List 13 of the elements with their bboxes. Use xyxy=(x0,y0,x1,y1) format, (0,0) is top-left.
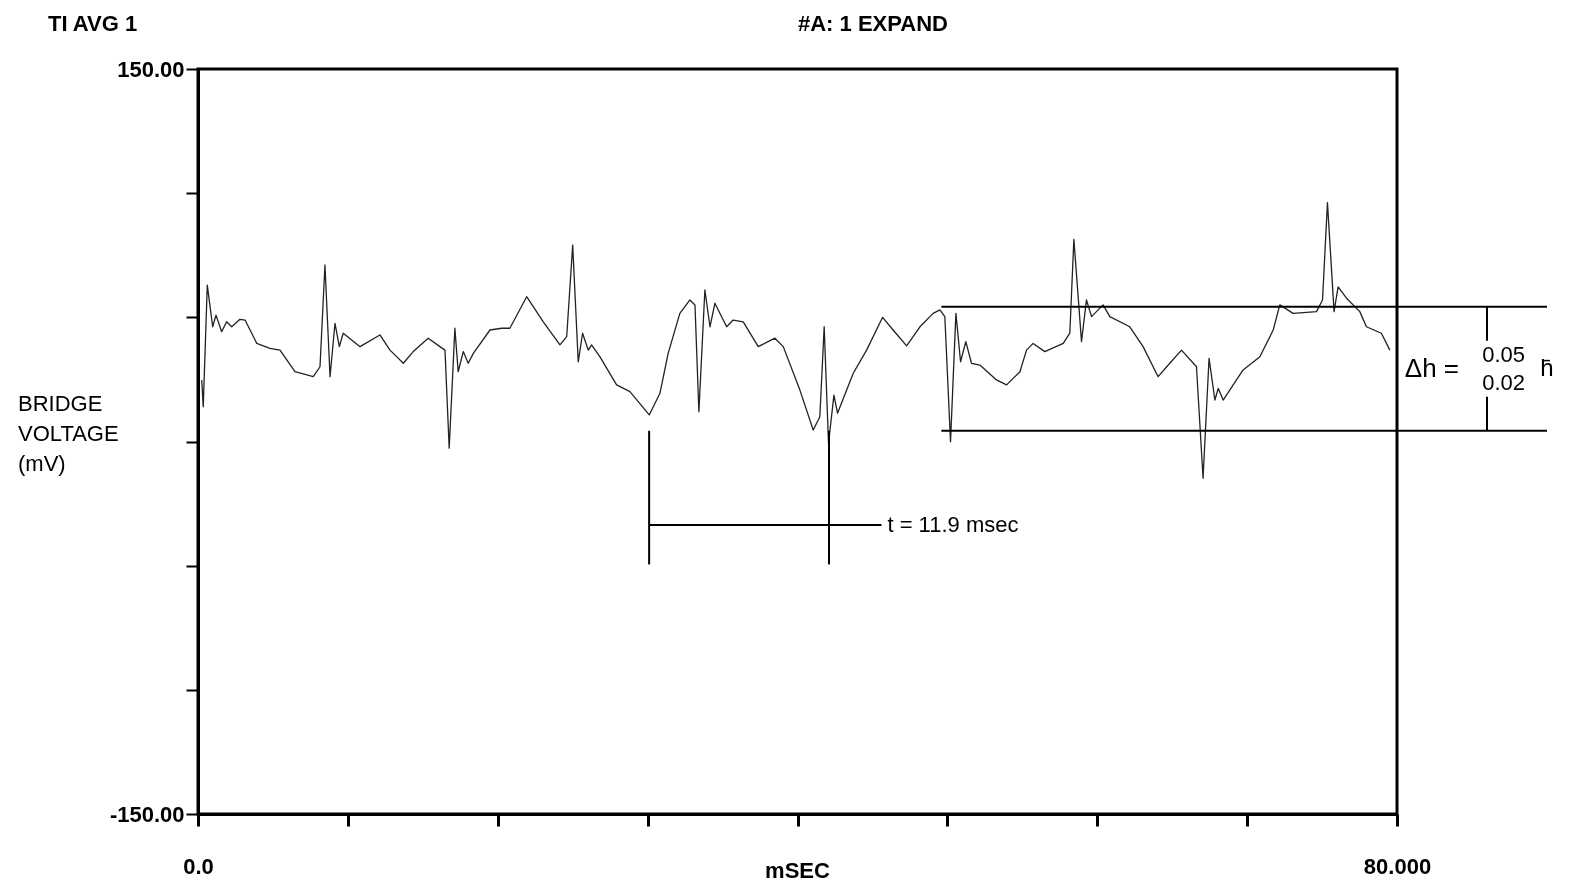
annotation: t = 11.9 msec xyxy=(887,511,1019,537)
text: 0.02 xyxy=(1482,369,1525,395)
y-tick-label: 150.00 xyxy=(117,56,185,82)
y-axis-title: BRIDGE VOLTAGE (mV) xyxy=(18,391,119,477)
x-axis-title: mSEC xyxy=(765,858,831,883)
x-tick-label: 0.0 xyxy=(183,853,214,879)
chart-subtitle: #A: 1 EXPAND xyxy=(798,11,948,36)
x-tick-label: 80.000 xyxy=(1363,853,1432,879)
chart-title: TI AVG 1 xyxy=(48,11,138,36)
text: 0.05 xyxy=(1482,341,1525,367)
y-tick-label: -150.00 xyxy=(109,801,185,827)
text: Δh = xyxy=(1404,352,1459,383)
text: h̄ xyxy=(1540,353,1554,381)
